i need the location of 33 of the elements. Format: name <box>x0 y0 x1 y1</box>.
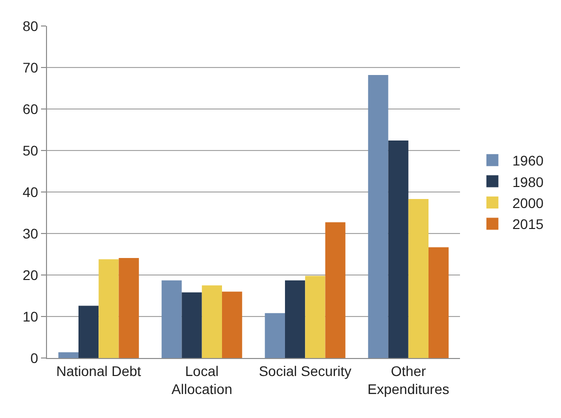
y-tick-label: 50 <box>22 142 38 158</box>
bar <box>305 276 326 358</box>
bar <box>98 259 119 358</box>
x-tick-label: Social Security <box>258 362 352 379</box>
bar <box>202 285 222 358</box>
bar <box>182 292 202 358</box>
bar <box>58 352 78 358</box>
legend-label: 2000 <box>512 194 544 211</box>
bar <box>428 247 449 358</box>
bar <box>222 292 242 358</box>
bar <box>118 258 139 358</box>
x-tick-label: Local Allocation <box>172 362 232 397</box>
bar <box>388 140 408 358</box>
y-tick-label: 40 <box>22 184 38 200</box>
x-tick-label: Other Expenditures <box>368 362 450 397</box>
legend-label: 1960 <box>512 152 544 169</box>
y-tick-label: 0 <box>30 350 38 366</box>
y-tick-label: 10 <box>22 308 38 324</box>
bar <box>325 222 346 358</box>
bar <box>264 313 285 358</box>
legend-label: 2015 <box>512 216 544 232</box>
legend-label: 1980 <box>512 174 544 190</box>
bar <box>162 280 182 358</box>
y-tick-label: 20 <box>22 266 38 283</box>
bar <box>408 199 429 358</box>
x-tick-label: National Debt <box>56 362 142 379</box>
bar <box>78 306 99 358</box>
y-tick-label: 80 <box>22 18 38 34</box>
y-tick-label: 30 <box>22 225 38 242</box>
bar <box>284 280 306 358</box>
y-tick-label: 70 <box>22 59 38 76</box>
bar <box>368 74 388 358</box>
y-tick-label: 60 <box>22 100 38 117</box>
